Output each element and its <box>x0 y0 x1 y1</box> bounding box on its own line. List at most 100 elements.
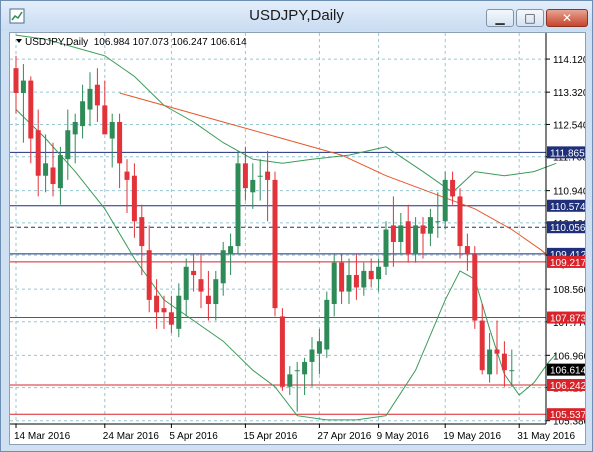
price-tick-label: 113.320 <box>553 88 585 99</box>
level-price-badge <box>547 311 585 324</box>
candle-bull-body <box>294 370 300 372</box>
candle-bull-body <box>250 179 256 193</box>
candle-bear-body <box>50 167 56 185</box>
candle-bear-body <box>198 279 204 292</box>
chart-window-icon <box>9 8 25 24</box>
candle-bear-body <box>94 84 100 106</box>
candle-bear-body <box>479 320 485 371</box>
candle-bear-body <box>146 250 152 300</box>
level-price-label: 107.873 <box>550 314 585 325</box>
candle-bull-body <box>509 370 515 372</box>
candle-bull-body <box>109 121 115 139</box>
price-tick-label: 108.560 <box>553 285 585 296</box>
level-price-label: 109.412 <box>550 250 585 261</box>
candle-bear-body <box>117 121 123 164</box>
minimize-button[interactable]: ▁ <box>486 9 514 27</box>
candle-bull-body <box>442 179 448 222</box>
candle-bull-body <box>413 225 419 255</box>
candle-bear-body <box>501 353 507 371</box>
candle-bear-body <box>494 349 500 354</box>
candle-bull-body <box>361 270 367 288</box>
candle-bull-body <box>220 250 226 284</box>
chart-area[interactable]: 114.120113.320112.540111.760110.940110.1… <box>9 32 590 445</box>
current-price-badge <box>547 363 585 376</box>
candle-bull-body <box>487 349 493 375</box>
candle-bull-body <box>427 217 433 234</box>
candle-bull-body <box>72 121 78 135</box>
candle-bear-body <box>390 225 396 242</box>
close-button[interactable]: ✕ <box>546 9 588 27</box>
candle-bull-body <box>383 229 389 267</box>
candle-bear-body <box>102 105 108 135</box>
time-tick-label: 9 May 2016 <box>377 431 430 442</box>
level-price-badge <box>547 199 585 212</box>
candle-bull-body <box>20 80 26 93</box>
title-bar[interactable]: USDJPY,Daily ▁ □ ✕ <box>1 1 592 31</box>
bollinger-lower-line <box>15 109 557 421</box>
level-price-badge <box>547 146 585 159</box>
level-price-badge <box>547 408 585 421</box>
chart-info-text: USDJPY,Daily 106.984 107.073 106.247 106… <box>25 37 247 48</box>
price-tick-label: 105.380 <box>553 417 585 428</box>
candle-bear-body <box>139 217 145 247</box>
horizontal-levels <box>10 151 546 415</box>
candle-bear-body <box>353 275 359 288</box>
level-price-badge <box>547 255 585 268</box>
candle-bull-body <box>213 279 219 305</box>
price-tick-label: 106.960 <box>553 351 585 362</box>
level-price-badge <box>547 379 585 392</box>
candle-bull-body <box>331 262 337 305</box>
time-tick-label: 15 Apr 2016 <box>243 431 297 442</box>
price-tick-label: 114.120 <box>553 55 585 66</box>
candle-bear-body <box>265 171 271 180</box>
candle-bear-body <box>450 179 456 197</box>
candle-bull-body <box>87 88 93 110</box>
candle-bear-body <box>205 295 211 305</box>
window-title: USDJPY,Daily <box>249 7 344 24</box>
price-chart[interactable]: 114.120113.320112.540111.760110.940110.1… <box>10 33 590 444</box>
candle-bear-body <box>457 196 463 247</box>
maximize-button[interactable]: □ <box>516 9 544 27</box>
candle-bear-body <box>472 254 478 321</box>
time-tick-label: 24 Mar 2016 <box>103 431 160 442</box>
candle-bear-body <box>191 270 197 276</box>
symbol-dropdown-icon[interactable] <box>16 39 22 43</box>
candle-bull-body <box>346 275 352 292</box>
candle-bull-body <box>324 299 330 350</box>
candle-bull-body <box>287 374 293 387</box>
candle-bull-body <box>183 266 189 300</box>
candle-bull-body <box>80 101 86 127</box>
candle-bear-body <box>272 179 278 309</box>
time-tick-label: 5 Apr 2016 <box>169 431 218 442</box>
price-tick-label: 110.940 <box>553 187 585 198</box>
candle-bear-body <box>242 163 248 189</box>
candle-bear-body <box>464 246 470 255</box>
candle-bear-body <box>131 175 137 222</box>
candle-bull-body <box>302 361 308 375</box>
time-tick-label: 19 May 2016 <box>443 431 501 442</box>
level-price-label: 110.056 <box>550 223 585 234</box>
time-axis[interactable]: 14 Mar 2016 24 Mar 2016 5 Apr 2016 15 Apr 2… <box>14 424 575 442</box>
candle-bull-body <box>257 175 263 177</box>
candle-bear-body <box>420 225 426 234</box>
candle-bear-body <box>35 130 41 176</box>
candle-bear-body <box>279 316 285 387</box>
candle-bull-body <box>43 163 49 176</box>
candle-bull-body <box>235 163 241 247</box>
candle-bear-body <box>13 68 19 93</box>
candle-bear-body <box>161 308 167 313</box>
candle-bear-body <box>168 312 174 325</box>
level-price-label: 106.242 <box>550 381 585 392</box>
moving-average-line <box>119 92 564 270</box>
candle-bull-body <box>228 246 234 255</box>
level-price-badge <box>547 221 585 234</box>
bollinger-upper-line <box>15 34 557 193</box>
indicators <box>15 34 564 421</box>
candle-bull-body <box>309 349 315 362</box>
candle-bull-body <box>376 266 382 280</box>
candles <box>13 55 515 412</box>
candle-bear-body <box>368 270 374 280</box>
level-price-label: 109.217 <box>550 258 585 269</box>
